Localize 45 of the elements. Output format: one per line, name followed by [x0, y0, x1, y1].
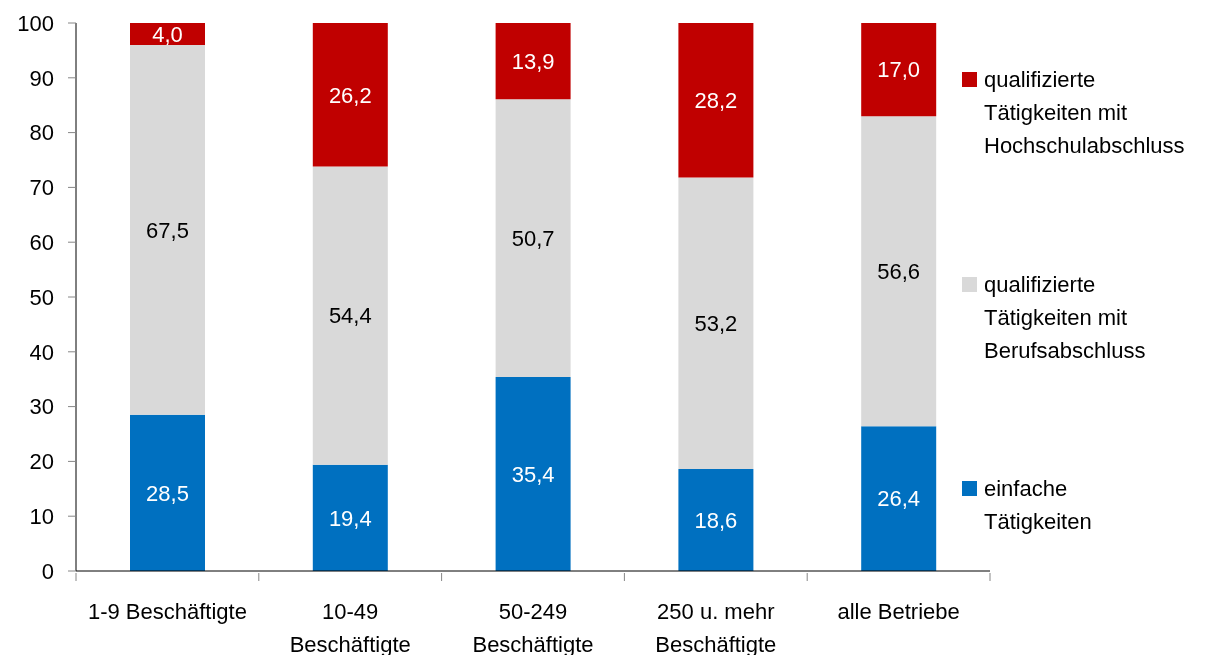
y-tick-label: 30 [29, 394, 54, 420]
data-label: 28,5 [146, 480, 189, 506]
data-label: 26,2 [328, 82, 372, 108]
x-tick-label: 1-9 Beschäftigte [87, 598, 247, 624]
bar [495, 99, 571, 378]
bar [861, 23, 937, 117]
data-label: 56,6 [877, 259, 921, 285]
bar [861, 116, 937, 427]
bar [312, 464, 388, 571]
data-label: 26,4 [877, 486, 921, 512]
y-tick-label: 0 [41, 558, 54, 584]
legend-label: einfache Tätigkeiten [984, 475, 1093, 536]
y-tick-label: 20 [29, 449, 54, 475]
bar [130, 44, 205, 415]
y-tick-label: 50 [29, 284, 54, 310]
legend-label: qualifizierte Tätigkeiten mit Berufsabschluss [984, 270, 1147, 365]
data-label: 53,2 [694, 311, 738, 337]
bar [495, 377, 571, 571]
data-label: 17,0 [877, 57, 921, 83]
bar [678, 23, 754, 178]
legend-label: qualifizierte Tätigkeiten mit Hochschulabschluss [984, 66, 1185, 160]
bar [312, 23, 388, 167]
data-label: 67,5 [146, 217, 189, 243]
bar [678, 177, 754, 470]
data-label: 54,4 [328, 303, 372, 329]
x-tick-label: alle Betriebe [837, 598, 960, 624]
y-tick-label: 100 [17, 10, 54, 36]
bar [861, 426, 937, 571]
y-tick-label: 10 [29, 504, 54, 530]
y-tick-label: 90 [29, 65, 54, 91]
data-label: 19,4 [328, 505, 372, 531]
data-label: 13,9 [511, 48, 555, 74]
data-label: 4,0 [152, 21, 183, 47]
bar [312, 166, 388, 465]
y-tick-label: 40 [29, 339, 54, 365]
data-label: 28,2 [694, 88, 738, 114]
data-label: 18,6 [694, 507, 738, 533]
bar [130, 414, 205, 571]
y-tick-label: 60 [29, 230, 54, 256]
y-tick-label: 70 [29, 175, 54, 201]
data-label: 50,7 [511, 225, 555, 251]
data-label: 35,4 [511, 461, 555, 487]
bar [495, 23, 571, 100]
y-tick-label: 80 [29, 120, 54, 146]
bar [678, 469, 754, 571]
